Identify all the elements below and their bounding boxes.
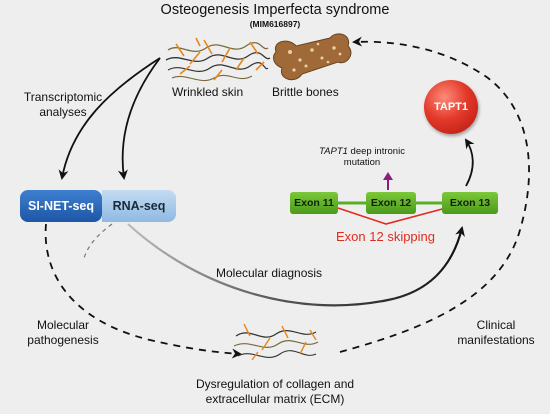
exon-11: Exon 11 bbox=[290, 192, 338, 214]
wrinkled-skin-illustration bbox=[165, 37, 271, 82]
sinet-seq-box: SI-NET-seq bbox=[20, 190, 102, 222]
page-title: Osteogenesis Imperfecta syndrome bbox=[160, 2, 390, 18]
rnaseq-dashed-link bbox=[83, 223, 113, 259]
mutation-word: mutation bbox=[343, 157, 381, 168]
transcriptomic-arrow-sinet bbox=[58, 57, 161, 180]
tapt1-protein: TAPT1 bbox=[424, 80, 478, 134]
exon-12: Exon 12 bbox=[366, 192, 416, 214]
transcriptomic-line2: analyses bbox=[39, 105, 87, 119]
clinical-line2: manifestations bbox=[457, 333, 535, 347]
exon-13: Exon 13 bbox=[442, 192, 498, 214]
molecular-diagnosis-arrow bbox=[127, 223, 465, 307]
outcome-line1: Dysregulation of collagen and bbox=[195, 377, 355, 391]
pathogenesis-line1: Molecular bbox=[36, 318, 90, 332]
mutation-gene: TAPT1 bbox=[319, 146, 348, 157]
exon-skip-line bbox=[337, 207, 447, 225]
exon-12-skipping-label: Exon 12 skipping bbox=[336, 229, 436, 244]
outcome-line2: extracellular matrix (ECM) bbox=[205, 392, 345, 406]
ecm-illustration bbox=[233, 323, 319, 361]
transcriptomic-analyses-label: Transcriptomic analyses bbox=[14, 90, 112, 120]
transcriptomic-arrow-rnaseq bbox=[117, 57, 161, 180]
transcriptomic-line1: Transcriptomic bbox=[23, 90, 103, 104]
pathogenesis-line2: pathogenesis bbox=[27, 333, 99, 347]
mutation-desc: deep intronic bbox=[347, 146, 405, 157]
mutation-label: TAPT1 deep intronic mutation bbox=[300, 146, 424, 168]
molecular-diagnosis-label: Molecular diagnosis bbox=[216, 266, 323, 280]
brittle-bones-illustration bbox=[273, 33, 352, 81]
mim-id: (MIM616897) bbox=[249, 19, 301, 29]
molecular-pathogenesis-label: Molecular pathogenesis bbox=[20, 318, 106, 348]
clinical-manifestations-label: Clinical manifestations bbox=[446, 318, 546, 348]
clinical-line1: Clinical bbox=[476, 318, 516, 332]
brittle-bones-label: Brittle bones bbox=[272, 85, 339, 99]
exon-to-tapt1-arrow bbox=[464, 138, 475, 187]
ecm-dysregulation-label: Dysregulation of collagen and extracellu… bbox=[150, 377, 400, 407]
wrinkled-skin-label: Wrinkled skin bbox=[172, 85, 244, 99]
rna-seq-box: RNA-seq bbox=[102, 190, 176, 222]
clinical-manifestations-arrow bbox=[339, 36, 530, 353]
